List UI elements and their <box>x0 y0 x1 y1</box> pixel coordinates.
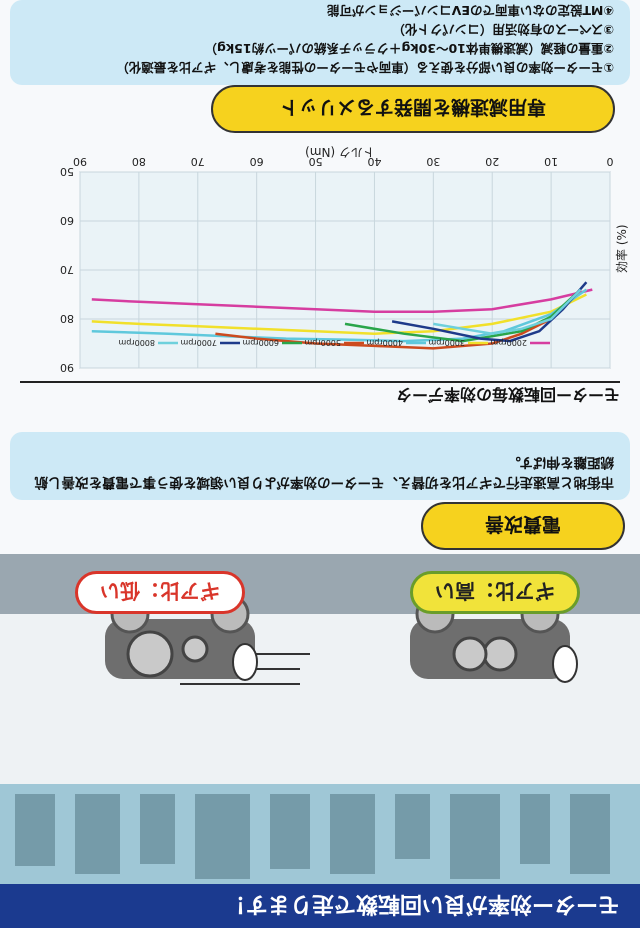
x-tick-label: 70 <box>191 155 205 168</box>
benefit-item-3: ③スペースの有効活用（コンパクト化） <box>392 22 614 37</box>
y-tick-label: 80 <box>60 312 74 325</box>
headline-text: モーター効率が良い回転数で走ります！ <box>223 891 620 916</box>
bubble-high-label: ギア比：高い <box>435 579 555 603</box>
x-tick-label: 10 <box>544 155 558 168</box>
legend-label: 6000rpm <box>242 338 279 347</box>
x-tick-label: 40 <box>367 155 381 168</box>
series-line-6000rpm <box>344 288 582 343</box>
chart-section-title-text: モーター回転数毎の効率データ <box>395 385 620 404</box>
legend-label: 3000rpm <box>428 338 465 347</box>
y-tick-label: 50 <box>60 165 74 178</box>
series-line-5000rpm <box>215 288 582 350</box>
headline-banner: モーター効率が良い回転数で走ります！ <box>0 884 640 928</box>
benefit-item-4: ④MT設定のない車両でのEVコンバージョンが可能 <box>326 3 614 18</box>
x-tick-label: 20 <box>485 155 499 168</box>
legend-label: 5000rpm <box>304 338 341 347</box>
series-line-2000rpm <box>91 288 593 313</box>
bubble-high-gear: ギア比：高い <box>410 571 580 614</box>
gear-illustration: ギア比：高い ギア比：低い <box>0 554 640 884</box>
fuel-section-pill: 電費改善 <box>421 502 625 550</box>
x-tick-label: 50 <box>309 155 323 168</box>
dev-section-pill: 専用減速機を開発するメリット <box>211 85 615 133</box>
y-axis-label: 効率 (%) <box>614 224 629 273</box>
fuel-description-text: 市街地と高速走行でギア比を切替え、モーターの効率がより良い領域を使う事で電費を改… <box>34 454 614 490</box>
fuel-description-box: 市街地と高速走行でギア比を切替え、モーターの効率がより良い領域を使う事で電費を改… <box>10 432 630 500</box>
x-tick-label: 60 <box>250 155 264 168</box>
x-tick-label: 0 <box>607 155 614 168</box>
legend-label: 7000rpm <box>180 338 217 347</box>
series-line-8000rpm <box>433 288 582 335</box>
x-tick-label: 80 <box>132 155 146 168</box>
legend-label: 2000rpm <box>490 338 527 347</box>
dev-benefits-box: ①モーター効率の良い部分を使える（車両やモーターの性能を考慮し、ギア比を最適化）… <box>10 0 630 85</box>
chart-title-rule <box>20 381 620 383</box>
bubble-low-label: ギア比：低い <box>100 579 220 603</box>
benefit-item-2: ②重量の軽減（減速機単体10～30kg＋クラッチ系統のパーツ約15kg） <box>204 41 614 56</box>
x-tick-label: 90 <box>73 155 87 168</box>
fuel-section-title: 電費改善 <box>485 513 562 536</box>
chart-section-title: モーター回転数毎の効率データ <box>396 384 620 408</box>
legend-label: 8000rpm <box>118 338 155 347</box>
series-line-3000rpm <box>91 293 587 335</box>
y-tick-label: 90 <box>60 361 74 373</box>
y-tick-label: 60 <box>60 214 74 227</box>
legend-label: 4000rpm <box>366 338 403 347</box>
series-line-7000rpm <box>391 281 588 343</box>
bubble-low-gear: ギア比：低い <box>75 571 245 614</box>
benefit-item-1: ①モーター効率の良い部分を使える（車両やモーターの性能を考慮し、ギア比を最適化） <box>116 60 614 75</box>
dev-section-title: 専用減速機を開発するメリット <box>280 96 547 119</box>
x-axis-label: トルク (Nm) <box>305 145 375 159</box>
y-tick-label: 70 <box>60 263 74 276</box>
series-line-4000rpm <box>91 288 588 343</box>
x-tick-label: 30 <box>426 155 440 168</box>
